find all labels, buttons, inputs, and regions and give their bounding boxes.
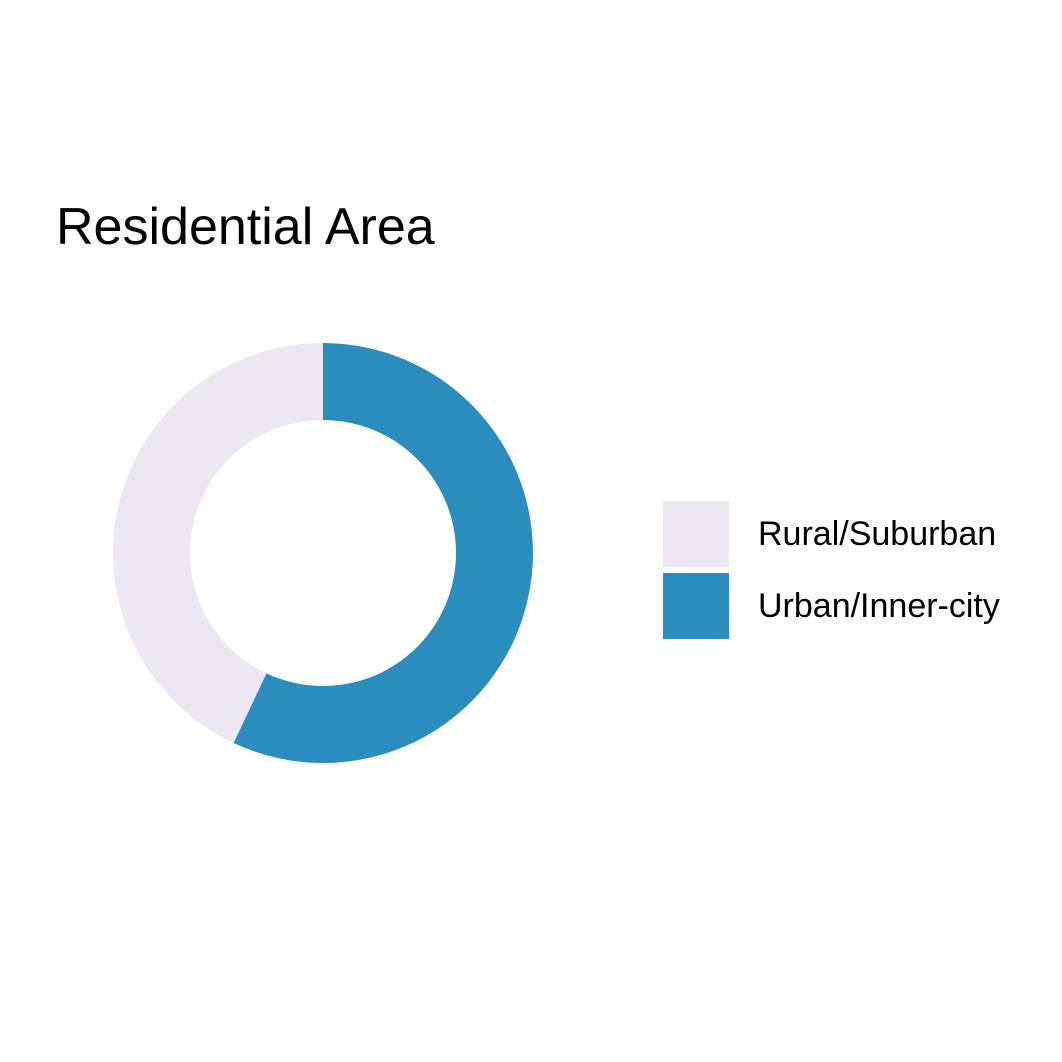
chart-title: Residential Area — [56, 198, 435, 256]
legend-label-rural-suburban: Rural/Suburban — [758, 514, 997, 553]
legend-swatch-rural-suburban — [663, 501, 729, 567]
slice-rural-suburban — [113, 343, 323, 744]
legend-item-urban-inner-city: Urban/Inner-city — [663, 573, 1000, 639]
legend-item-rural-suburban: Rural/Suburban — [663, 501, 1000, 567]
legend-swatch-urban-inner-city — [663, 573, 729, 639]
slice-urban-inner-city — [233, 343, 534, 763]
legend-label-urban-inner-city: Urban/Inner-city — [758, 586, 1000, 625]
legend: Rural/Suburban Urban/Inner-city — [663, 501, 1000, 645]
